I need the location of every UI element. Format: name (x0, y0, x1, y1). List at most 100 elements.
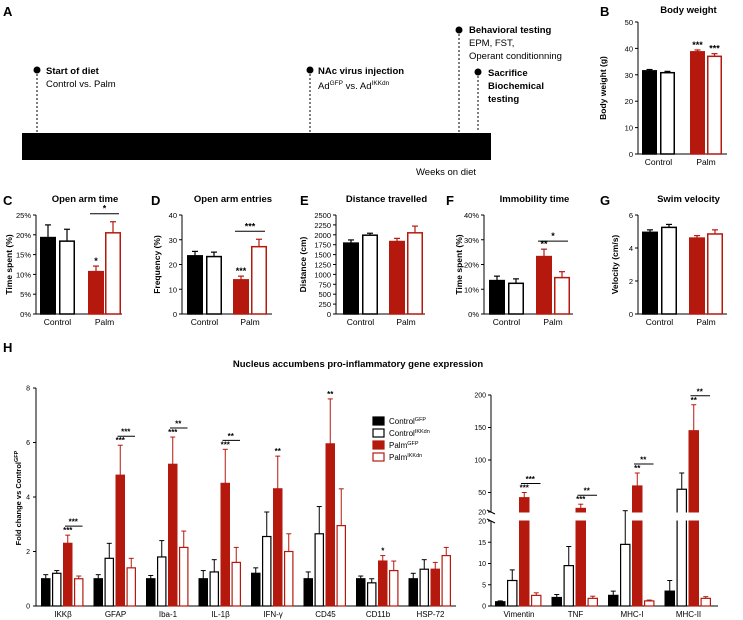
category-label: CD45 (315, 610, 336, 619)
start-diet-title: Start of diet (46, 66, 100, 77)
bar (157, 556, 167, 607)
significance-star: * (103, 204, 107, 214)
significance-star: *** (116, 436, 126, 445)
bar (407, 232, 423, 315)
group-label: Control (646, 317, 674, 327)
week-tick-11: 11 (414, 143, 423, 152)
week-tick-3: 3 (128, 143, 133, 152)
significance-star: ** (691, 396, 698, 405)
legend-swatch (372, 416, 385, 426)
bar (489, 279, 505, 315)
chart-title: Body weight (660, 5, 717, 16)
bar (676, 488, 687, 607)
significance-star: ** (327, 390, 334, 399)
bar (51, 572, 62, 607)
y-tick-label: 0 (482, 604, 486, 611)
weeks-axis-label: Weeks on diet (416, 167, 476, 178)
y-tick-label: 2 (26, 549, 30, 556)
start-diet-detail: Control vs. Palm (46, 79, 116, 90)
bar (325, 443, 336, 607)
group-label: Control (191, 317, 219, 327)
bar (284, 550, 294, 607)
panel-e-letter: E (300, 193, 309, 208)
significance-star: ** (640, 456, 647, 465)
panel-h-gene-expression-chart: H Nucleus accumbens pro-inflammatory gene… (3, 340, 718, 619)
y-tick-label: 0 (629, 310, 633, 319)
behavior-title: Behavioral testing (469, 25, 552, 36)
week-tick-1: 1 (65, 143, 70, 152)
y-axis-label: Time spent (%) (4, 234, 14, 294)
week-tick-8: 8 (307, 142, 313, 153)
bar (233, 279, 249, 315)
significance-star: *** (709, 44, 720, 54)
bar (343, 242, 359, 315)
y-tick-label: 2 (629, 277, 633, 286)
y-axis-label: Frequency (%) (152, 235, 162, 294)
bar (495, 601, 506, 607)
group-label: Control (493, 317, 521, 327)
sacrifice-title-3: testing (488, 94, 519, 105)
y-tick-label: 20 (169, 261, 177, 270)
bar (607, 594, 619, 607)
week-tick-4: 4 (163, 143, 168, 152)
y-axis-label-main: Fold change vs Control (14, 462, 23, 545)
significance-star: *** (245, 221, 256, 231)
bar (367, 582, 377, 607)
category-label: TNF (568, 610, 584, 619)
chart-title: Open arm entries (194, 194, 272, 205)
bar (126, 567, 136, 607)
bar (209, 571, 220, 607)
bar (168, 463, 178, 607)
y-axis-label: Fold change vs ControlGFP (14, 450, 23, 545)
bar (314, 533, 325, 607)
significance-star: *** (520, 484, 530, 493)
bar (273, 488, 283, 607)
legend-label: ControlGFP (389, 417, 426, 426)
y-tick-label: 750 (318, 280, 331, 289)
chart-title: Open arm time (52, 194, 119, 205)
legend-label-base: Control (389, 417, 415, 426)
legend-label: PalmGFP (389, 441, 419, 450)
y-tick-label: 20 (625, 97, 633, 106)
y-tick-label: 20% (16, 231, 31, 240)
bar-break-gap (518, 512, 531, 521)
bar (378, 560, 388, 607)
start-diet-marker (33, 66, 41, 74)
week-tick-10: 10 (378, 143, 387, 152)
category-label: GFAP (105, 610, 126, 619)
y-tick-label: 20 (478, 510, 486, 517)
y-tick-label: 40 (169, 211, 177, 220)
bar (660, 71, 675, 155)
group-label: Palm (696, 317, 715, 327)
bar-break-gap (675, 512, 688, 521)
panel-f-immobility-chart: F Immobility time 0% 10% 20% 30% 40% Time spent… (446, 193, 573, 327)
legend-swatch (372, 428, 385, 438)
y-tick-label: 10% (464, 285, 479, 294)
bar (530, 594, 542, 607)
bar (554, 276, 570, 315)
category-label: IFN-γ (263, 610, 283, 619)
y-tick-label: 10 (169, 285, 177, 294)
significance-star: ** (634, 464, 641, 473)
significance-star: *** (692, 40, 703, 50)
significance-star: *** (63, 526, 73, 535)
y-tick-label: 6 (26, 440, 30, 447)
y-tick-label: 200 (474, 393, 486, 400)
y-tick-label: 5 (482, 582, 486, 589)
legend-label-sup: IKKdn (415, 429, 430, 435)
panel-a-letter: A (3, 4, 13, 19)
bar (187, 255, 203, 315)
group-label: Palm (240, 317, 259, 327)
bar (40, 236, 56, 315)
y-tick-label: 10 (478, 561, 486, 568)
y-tick-label: 500 (318, 290, 331, 299)
category-label: MHC-II (676, 610, 701, 619)
legend-swatch (372, 440, 385, 450)
bar (62, 542, 73, 607)
bar (389, 569, 399, 607)
y-axis-label-sup: GFP (14, 450, 20, 462)
y-tick-label: 1250 (314, 261, 331, 270)
group-label: Palm (396, 317, 415, 327)
bar (441, 554, 452, 607)
legend-label: ControlIKKdn (389, 429, 430, 438)
